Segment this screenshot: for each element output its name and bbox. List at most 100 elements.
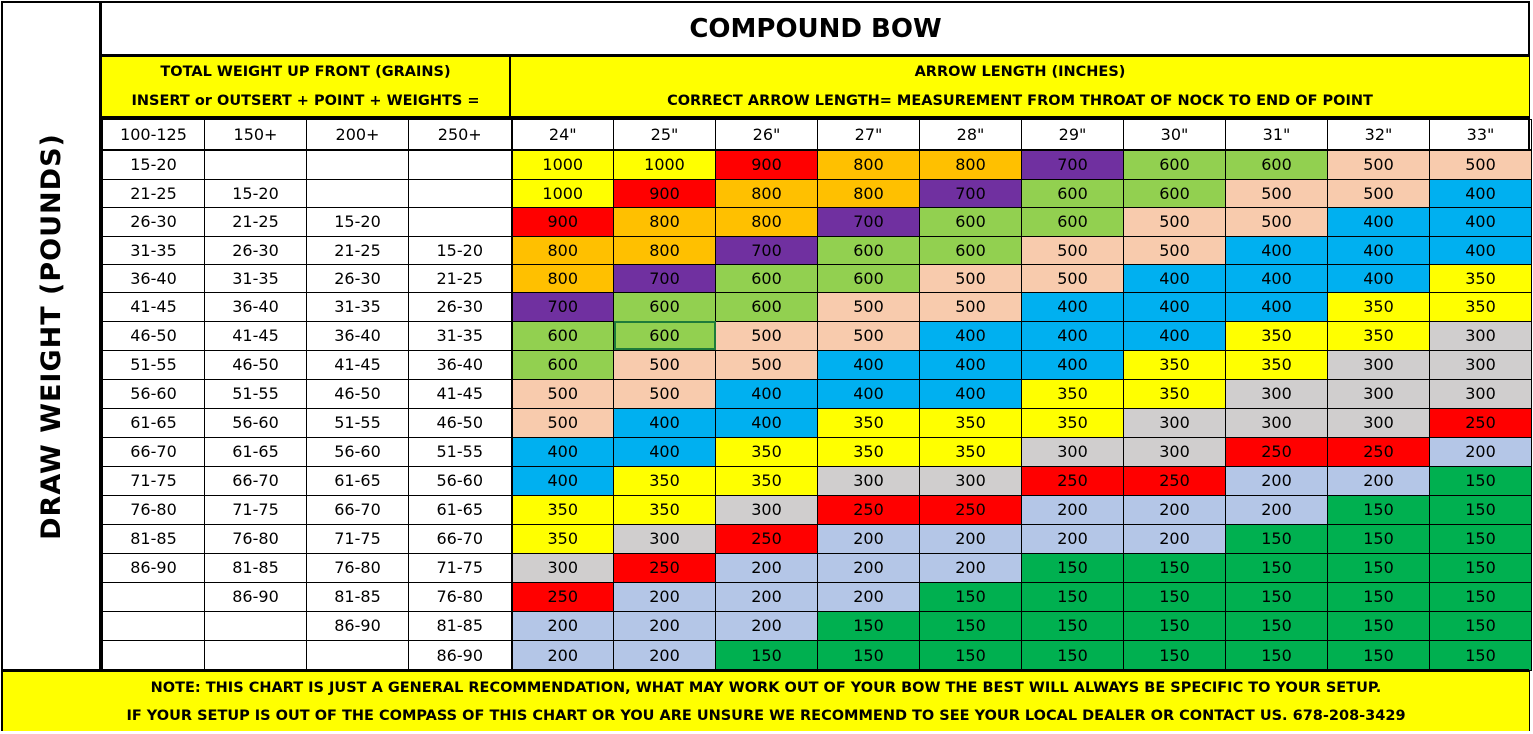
grain-recommendation-cell[interactable]: 800 bbox=[817, 149, 920, 180]
grain-recommendation-cell[interactable]: 500 bbox=[511, 378, 614, 409]
grain-recommendation-cell[interactable]: 700 bbox=[613, 263, 716, 293]
grain-recommendation-cell[interactable]: 400 bbox=[919, 320, 1022, 351]
grain-recommendation-cell[interactable]: 900 bbox=[613, 178, 716, 208]
weight-column-header[interactable]: 200+ bbox=[306, 119, 409, 151]
grain-recommendation-cell[interactable]: 200 bbox=[817, 523, 920, 554]
grain-recommendation-cell[interactable]: 150 bbox=[1327, 581, 1430, 612]
grain-recommendation-cell[interactable]: 600 bbox=[817, 263, 920, 293]
grain-recommendation-cell[interactable]: 700 bbox=[511, 291, 614, 322]
grain-recommendation-cell[interactable]: 150 bbox=[1429, 494, 1532, 525]
grain-recommendation-cell[interactable]: 350 bbox=[1225, 349, 1328, 380]
draw-weight-cell[interactable]: 41-45 bbox=[408, 378, 513, 409]
grain-recommendation-cell[interactable]: 200 bbox=[1123, 494, 1226, 525]
grain-recommendation-cell[interactable]: 150 bbox=[1429, 552, 1532, 583]
grain-recommendation-cell[interactable]: 150 bbox=[1021, 581, 1124, 612]
grain-recommendation-cell[interactable]: 150 bbox=[1123, 552, 1226, 583]
grain-recommendation-cell[interactable]: 350 bbox=[715, 436, 818, 467]
draw-weight-cell[interactable]: 31-35 bbox=[204, 263, 307, 293]
grain-recommendation-cell[interactable]: 500 bbox=[919, 263, 1022, 293]
grain-recommendation-cell[interactable]: 350 bbox=[613, 465, 716, 496]
draw-weight-cell[interactable]: 51-55 bbox=[306, 407, 409, 438]
draw-weight-cell[interactable] bbox=[306, 149, 409, 180]
grain-recommendation-cell[interactable]: 300 bbox=[1123, 407, 1226, 438]
grain-recommendation-cell[interactable]: 700 bbox=[817, 206, 920, 237]
draw-weight-cell[interactable]: 36-40 bbox=[408, 349, 513, 380]
grain-recommendation-cell[interactable]: 1000 bbox=[613, 149, 716, 180]
grain-recommendation-cell[interactable]: 500 bbox=[1327, 149, 1430, 180]
front-weight-header[interactable]: TOTAL WEIGHT UP FRONT (GRAINS) INSERT or… bbox=[102, 57, 511, 119]
grain-recommendation-cell[interactable]: 200 bbox=[511, 639, 614, 671]
grain-recommendation-cell[interactable]: 500 bbox=[1225, 178, 1328, 208]
grain-recommendation-cell[interactable]: 400 bbox=[613, 436, 716, 467]
weight-column-header[interactable]: 250+ bbox=[408, 119, 513, 151]
arrow-length-header[interactable]: ARROW LENGTH (INCHES) CORRECT ARROW LENG… bbox=[511, 57, 1529, 119]
draw-weight-cell[interactable] bbox=[408, 206, 513, 237]
weight-column-header[interactable]: 100-125 bbox=[102, 119, 205, 151]
grain-recommendation-cell[interactable]: 300 bbox=[817, 465, 920, 496]
grain-recommendation-cell[interactable]: 300 bbox=[1429, 378, 1532, 409]
grain-recommendation-cell[interactable]: 600 bbox=[1123, 149, 1226, 180]
grain-recommendation-cell[interactable]: 400 bbox=[1429, 235, 1532, 265]
grain-recommendation-cell[interactable]: 200 bbox=[817, 552, 920, 583]
grain-recommendation-cell[interactable]: 150 bbox=[1327, 552, 1430, 583]
grain-recommendation-cell[interactable]: 200 bbox=[715, 552, 818, 583]
grain-recommendation-cell[interactable]: 400 bbox=[1429, 178, 1532, 208]
draw-weight-cell[interactable]: 36-40 bbox=[306, 320, 409, 351]
grain-recommendation-cell[interactable]: 150 bbox=[1327, 639, 1430, 671]
grain-recommendation-cell[interactable]: 800 bbox=[715, 178, 818, 208]
grain-recommendation-cell[interactable]: 150 bbox=[1021, 610, 1124, 641]
grain-recommendation-cell[interactable]: 600 bbox=[715, 263, 818, 293]
grain-recommendation-cell[interactable]: 200 bbox=[919, 523, 1022, 554]
draw-weight-cell[interactable]: 26-30 bbox=[306, 263, 409, 293]
grain-recommendation-cell[interactable]: 600 bbox=[511, 320, 614, 351]
grain-recommendation-cell[interactable]: 600 bbox=[1021, 206, 1124, 237]
grain-recommendation-cell[interactable]: 200 bbox=[715, 610, 818, 641]
grain-recommendation-cell[interactable]: 600 bbox=[919, 206, 1022, 237]
draw-weight-cell[interactable]: 56-60 bbox=[102, 378, 205, 409]
grain-recommendation-cell[interactable]: 150 bbox=[1327, 494, 1430, 525]
grain-recommendation-cell[interactable]: 150 bbox=[1225, 581, 1328, 612]
draw-weight-cell[interactable]: 76-80 bbox=[102, 494, 205, 525]
grain-recommendation-cell[interactable]: 800 bbox=[613, 206, 716, 237]
grain-recommendation-cell[interactable]: 400 bbox=[511, 436, 614, 467]
grain-recommendation-cell[interactable]: 250 bbox=[715, 523, 818, 554]
grain-recommendation-cell[interactable]: 350 bbox=[817, 407, 920, 438]
grain-recommendation-cell[interactable]: 150 bbox=[1123, 581, 1226, 612]
grain-recommendation-cell[interactable]: 150 bbox=[1225, 610, 1328, 641]
grain-recommendation-cell[interactable]: 350 bbox=[511, 523, 614, 554]
grain-recommendation-cell[interactable]: 300 bbox=[613, 523, 716, 554]
grain-recommendation-cell[interactable]: 400 bbox=[1021, 349, 1124, 380]
grain-recommendation-cell[interactable]: 150 bbox=[1327, 523, 1430, 554]
draw-weight-cell[interactable]: 56-60 bbox=[204, 407, 307, 438]
grain-recommendation-cell[interactable]: 400 bbox=[817, 349, 920, 380]
length-column-header[interactable]: 32" bbox=[1327, 119, 1430, 151]
grain-recommendation-cell[interactable]: 300 bbox=[1429, 320, 1532, 351]
grain-recommendation-cell[interactable]: 800 bbox=[919, 149, 1022, 180]
draw-weight-cell[interactable] bbox=[102, 581, 205, 612]
grain-recommendation-cell[interactable]: 150 bbox=[919, 610, 1022, 641]
grain-recommendation-cell[interactable]: 400 bbox=[1327, 263, 1430, 293]
draw-weight-cell[interactable]: 81-85 bbox=[408, 610, 513, 641]
draw-weight-cell[interactable] bbox=[204, 149, 307, 180]
grain-recommendation-cell[interactable]: 500 bbox=[1429, 149, 1532, 180]
grain-recommendation-cell[interactable]: 250 bbox=[817, 494, 920, 525]
grain-recommendation-cell[interactable]: 200 bbox=[1327, 465, 1430, 496]
draw-weight-cell[interactable] bbox=[306, 639, 409, 671]
draw-weight-cell[interactable]: 86-90 bbox=[204, 581, 307, 612]
grain-recommendation-cell[interactable]: 700 bbox=[715, 235, 818, 265]
length-column-header[interactable]: 25" bbox=[613, 119, 716, 151]
grain-recommendation-cell[interactable]: 350 bbox=[511, 494, 614, 525]
grain-recommendation-cell[interactable]: 250 bbox=[511, 581, 614, 612]
draw-weight-cell[interactable]: 26-30 bbox=[408, 291, 513, 322]
grain-recommendation-cell[interactable]: 800 bbox=[511, 263, 614, 293]
grain-recommendation-cell[interactable]: 200 bbox=[919, 552, 1022, 583]
draw-weight-cell[interactable]: 31-35 bbox=[102, 235, 205, 265]
grain-recommendation-cell[interactable]: 400 bbox=[817, 378, 920, 409]
grain-recommendation-cell[interactable]: 350 bbox=[1021, 378, 1124, 409]
length-column-header[interactable]: 27" bbox=[817, 119, 920, 151]
draw-weight-cell[interactable]: 36-40 bbox=[204, 291, 307, 322]
draw-weight-cell[interactable]: 66-70 bbox=[204, 465, 307, 496]
grain-recommendation-cell[interactable]: 200 bbox=[817, 581, 920, 612]
grain-recommendation-cell[interactable]: 400 bbox=[1225, 291, 1328, 322]
draw-weight-cell[interactable]: 81-85 bbox=[204, 552, 307, 583]
